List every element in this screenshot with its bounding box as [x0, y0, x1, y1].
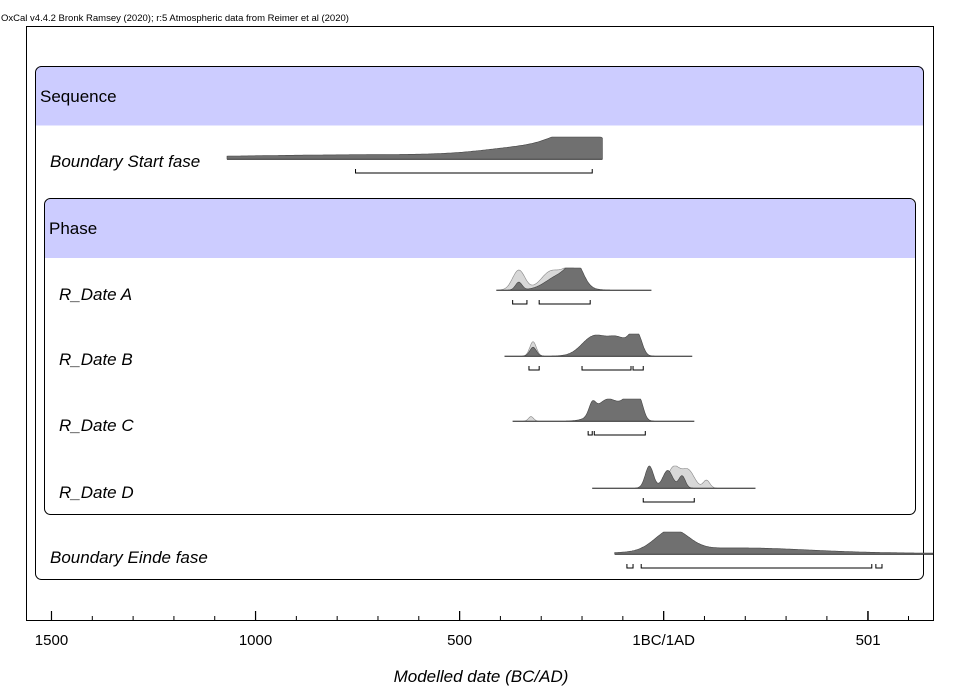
row-label-r-date-a: R_Date A	[59, 285, 132, 304]
hpd-range-r-date-d-0	[642, 498, 695, 503]
sequence-title: Sequence	[40, 87, 117, 106]
posterior-r-date-a	[496, 267, 652, 291]
hpd-range-r-date-a-0	[512, 300, 528, 305]
plot-frame	[26, 26, 934, 621]
posterior-r-date-c	[512, 398, 695, 422]
x-tick-label: 501	[856, 632, 881, 649]
hpd-ranges	[355, 169, 883, 569]
row-label-boundary-start: Boundary Start fase	[50, 152, 200, 171]
x-axis: 1500 1000 500 1BC/1AD 501	[35, 611, 910, 649]
hpd-range-r-date-b-0	[528, 366, 540, 371]
software-credit: OxCal v4.4.2 Bronk Ramsey (2020); r:5 At…	[1, 13, 349, 24]
row-label-r-date-c: R_Date C	[59, 416, 134, 435]
x-axis-title: Modelled date (BC/AD)	[394, 667, 569, 686]
hpd-range-boundary-einde-fase-0	[626, 564, 634, 569]
hpd-range-r-date-b-1	[581, 366, 632, 371]
hpd-range-boundary-einde-fase-1	[640, 564, 873, 569]
phase-title: Phase	[49, 219, 97, 238]
phase-header	[44, 199, 915, 258]
hpd-range-r-date-b-2	[632, 366, 644, 371]
hpd-range-r-date-c-0	[587, 431, 593, 436]
x-tick-label: 1000	[239, 632, 272, 649]
hpd-range-r-date-c-1	[593, 431, 646, 436]
posterior-boundary-start-fase	[226, 136, 603, 160]
x-tick-label: 1BC/1AD	[632, 632, 695, 649]
sequence-header	[35, 66, 924, 126]
phase-box: Phase	[44, 198, 916, 515]
sequence-border	[35, 66, 924, 580]
hpd-range-boundary-einde-fase-2	[875, 564, 883, 569]
hpd-range-r-date-a-1	[538, 300, 591, 305]
row-label-r-date-b: R_Date B	[59, 350, 133, 369]
sequence-box: Sequence	[35, 66, 924, 580]
row-label-r-date-d: R_Date D	[59, 483, 134, 502]
distributions	[226, 136, 934, 555]
posterior-boundary-einde-fase	[614, 531, 934, 555]
x-tick-label: 500	[447, 632, 472, 649]
x-tick-label: 1500	[35, 632, 68, 649]
row-label-boundary-einde: Boundary Einde fase	[50, 548, 208, 567]
hpd-range-boundary-start-fase-0	[355, 169, 593, 174]
phase-border	[44, 198, 916, 515]
posterior-r-date-b	[504, 333, 693, 357]
posterior-r-date-d	[592, 465, 756, 489]
